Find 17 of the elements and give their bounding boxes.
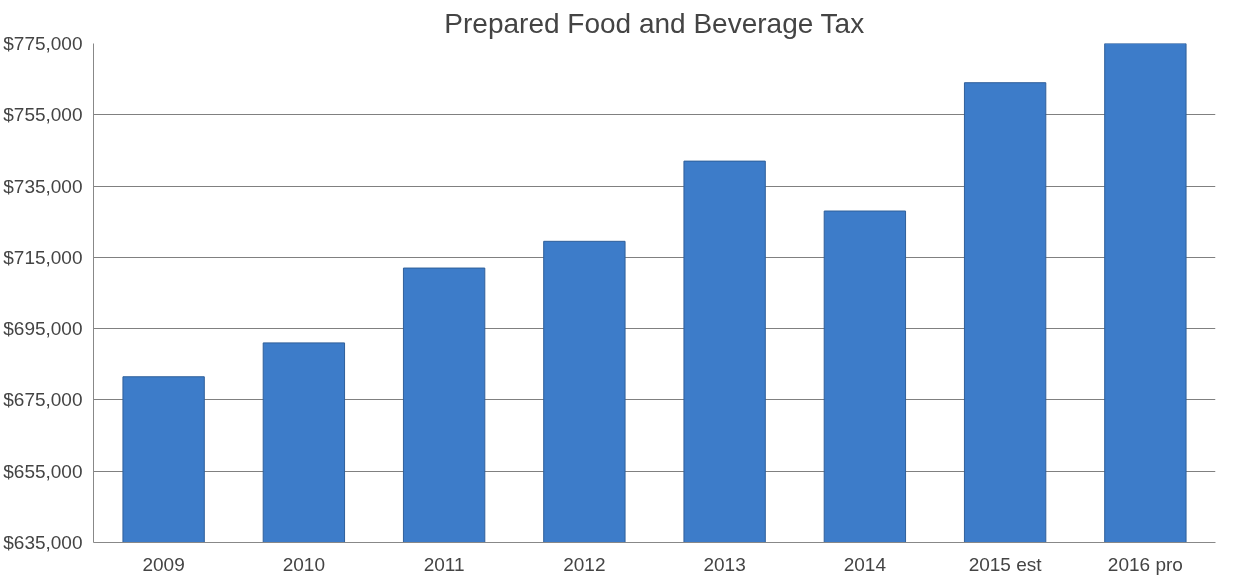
chart-title: Prepared Food and Beverage Tax — [444, 7, 865, 39]
x-tick-label: 2013 — [703, 553, 746, 575]
y-tick-label: $655,000 — [3, 460, 83, 482]
y-tick-label: $675,000 — [3, 389, 83, 411]
x-tick-label: 2015 est — [968, 553, 1043, 575]
x-tick-label: 2009 — [142, 553, 185, 575]
y-tick-label: $735,000 — [3, 175, 83, 197]
x-tick-label: 2010 — [282, 553, 326, 575]
x-tick-label: 2016 pro — [1107, 553, 1183, 575]
x-tick-label: 2011 — [423, 553, 465, 575]
x-tick-label: 2014 — [843, 553, 887, 575]
y-tick-label: $695,000 — [3, 318, 83, 340]
x-tick-label: 2012 — [563, 553, 606, 575]
y-tick-label: $755,000 — [3, 104, 83, 126]
y-tick-label: $635,000 — [3, 532, 83, 553]
y-tick-label: $715,000 — [3, 246, 83, 268]
y-tick-label: $775,000 — [3, 33, 83, 54]
